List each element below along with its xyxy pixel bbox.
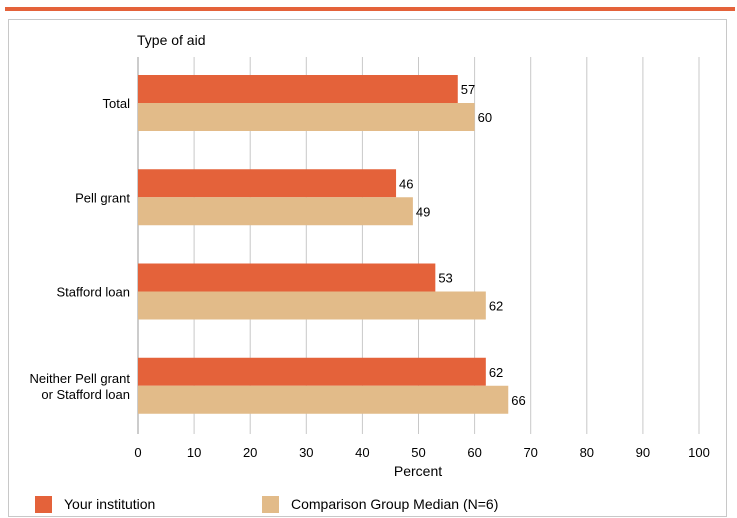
x-tick-label: 0 (134, 445, 141, 460)
bar (138, 263, 436, 292)
data-label: 62 (489, 299, 503, 314)
legend-label-your-institution: Your institution (64, 496, 156, 512)
x-tick-label: 50 (411, 445, 425, 460)
x-tick-labels: 0 10 20 30 40 50 60 70 80 90 100 (134, 445, 709, 460)
legend-item-comparison: Comparison Group Median (N=6) (262, 493, 498, 515)
bar (138, 357, 486, 386)
category-label: Pell grant (75, 190, 130, 205)
legend-swatch-comparison (262, 495, 279, 513)
x-tick-label: 60 (467, 445, 481, 460)
bar (138, 169, 397, 198)
legend-swatch-your-institution (35, 495, 52, 513)
category-label: Neither Pell grant (30, 371, 131, 386)
data-label: 62 (489, 365, 503, 380)
data-label: 66 (511, 393, 525, 408)
category-labels: Total Pell grant Stafford loan Neither Pell… (30, 96, 131, 402)
data-label: 46 (399, 176, 413, 191)
x-tick-label: 30 (299, 445, 313, 460)
x-tick-label: 10 (187, 445, 201, 460)
x-tick-label: 40 (355, 445, 369, 460)
data-label: 60 (478, 110, 492, 125)
legend-item-your-institution: Your institution (35, 493, 155, 515)
data-label: 57 (461, 82, 475, 97)
category-label: or Stafford loan (41, 387, 130, 402)
bar (138, 385, 509, 414)
category-label: Stafford loan (57, 285, 130, 300)
bar (138, 75, 458, 103)
x-tick-label: 70 (523, 445, 537, 460)
bar (138, 291, 486, 320)
data-label: 49 (416, 204, 430, 219)
x-tick-label: 90 (636, 445, 650, 460)
bar (138, 103, 475, 131)
bar (138, 197, 413, 226)
data-label: 53 (438, 271, 452, 286)
x-axis-label: Percent (394, 463, 442, 479)
top-accent-bar (5, 7, 735, 11)
category-label: Total (103, 96, 131, 111)
x-tick-label: 100 (688, 445, 710, 460)
x-tick-label: 20 (243, 445, 257, 460)
legend-label-comparison: Comparison Group Median (N=6) (291, 496, 499, 512)
x-tick-label: 80 (580, 445, 594, 460)
chart-title: Type of aid (137, 32, 206, 48)
